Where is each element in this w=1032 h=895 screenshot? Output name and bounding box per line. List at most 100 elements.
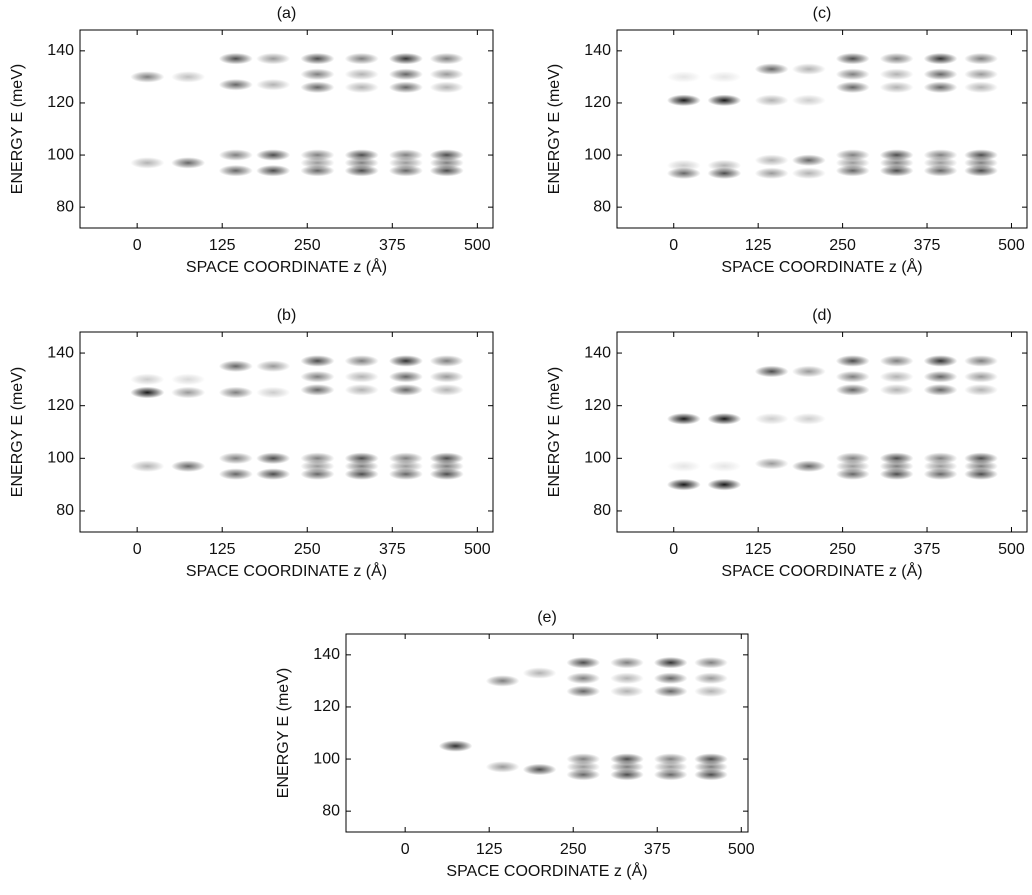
y-axis-label: ENERGY E (meV) bbox=[546, 64, 563, 194]
density-blob bbox=[835, 468, 870, 480]
density-blob bbox=[344, 384, 379, 396]
x-axis-label: SPACE COORDINATE z (Å) bbox=[186, 561, 387, 580]
y-tick-label: 120 bbox=[584, 397, 611, 414]
density-blob bbox=[694, 768, 728, 781]
density-blob bbox=[653, 685, 688, 698]
panel: 0 125 250 375 500 80 100 120 140 (e) SPACE COORDIN… bbox=[275, 609, 755, 880]
density-blob bbox=[256, 360, 291, 373]
density-blob bbox=[964, 370, 998, 383]
density-blob bbox=[666, 478, 701, 491]
x-tick-label: 250 bbox=[829, 237, 856, 254]
density-blob bbox=[388, 164, 423, 177]
panel: 0 125 250 375 500 80 100 120 140 (a) SPACE COORDIN… bbox=[9, 5, 494, 276]
density-blob bbox=[964, 468, 998, 480]
density-blob bbox=[879, 370, 914, 383]
density-blob bbox=[130, 157, 165, 169]
density-blob bbox=[218, 386, 253, 399]
plot-frame bbox=[616, 331, 1028, 533]
density-blob bbox=[610, 768, 644, 781]
density-blob bbox=[964, 52, 998, 65]
y-tick-label: 80 bbox=[593, 502, 611, 519]
density-blob bbox=[964, 355, 998, 367]
x-tick-label: 125 bbox=[209, 237, 236, 254]
density-blob bbox=[964, 384, 998, 396]
plot-area bbox=[438, 656, 728, 781]
density-blob bbox=[791, 94, 826, 107]
density-blob bbox=[754, 154, 789, 166]
density-blob bbox=[879, 164, 914, 177]
density-blob bbox=[923, 52, 958, 65]
density-blob bbox=[964, 164, 998, 177]
density-blob bbox=[300, 81, 335, 94]
x-tick-label: 0 bbox=[669, 237, 678, 254]
density-blob bbox=[256, 452, 291, 465]
density-blob bbox=[388, 468, 423, 480]
density-blob bbox=[256, 468, 291, 480]
y-tick-label: 120 bbox=[47, 397, 74, 414]
density-blob bbox=[835, 370, 870, 383]
density-blob bbox=[388, 355, 423, 367]
density-blob bbox=[835, 52, 870, 65]
y-tick-label: 140 bbox=[584, 344, 611, 361]
density-blob bbox=[566, 672, 601, 685]
y-tick-label: 100 bbox=[47, 146, 74, 163]
panel: 0 125 250 375 500 80 100 120 140 (c) SPACE COORDIN… bbox=[546, 5, 1028, 276]
x-tick-label: 500 bbox=[464, 237, 491, 254]
density-blob bbox=[923, 370, 958, 383]
density-blob bbox=[666, 460, 701, 473]
x-tick-label: 500 bbox=[998, 541, 1025, 558]
density-blob bbox=[754, 167, 789, 180]
y-tick-label: 80 bbox=[56, 502, 74, 519]
x-tick-label: 125 bbox=[209, 541, 236, 558]
density-blob bbox=[171, 71, 206, 83]
panel-title: (b) bbox=[277, 307, 297, 324]
density-blob bbox=[666, 94, 701, 107]
density-blob bbox=[218, 164, 253, 177]
density-blob bbox=[388, 370, 423, 383]
density-blob bbox=[130, 373, 165, 386]
density-blob bbox=[694, 685, 728, 698]
x-axis-label: SPACE COORDINATE z (Å) bbox=[186, 257, 387, 276]
density-blob bbox=[171, 386, 206, 399]
plot-area bbox=[666, 52, 998, 180]
density-blob bbox=[707, 478, 742, 491]
density-blob bbox=[218, 78, 253, 91]
density-blob bbox=[923, 81, 958, 94]
plot-frame bbox=[616, 29, 1028, 229]
density-blob bbox=[218, 52, 253, 65]
density-blob bbox=[835, 355, 870, 367]
x-axis-label: SPACE COORDINATE z (Å) bbox=[446, 861, 647, 880]
density-blob bbox=[344, 355, 379, 367]
density-blob bbox=[171, 373, 206, 386]
panel-title: (e) bbox=[537, 609, 557, 626]
density-blob bbox=[754, 457, 789, 470]
density-blob bbox=[300, 355, 335, 367]
x-tick-label: 0 bbox=[133, 237, 142, 254]
y-tick-label: 140 bbox=[47, 344, 74, 361]
density-blob bbox=[344, 164, 379, 177]
y-tick-label: 120 bbox=[313, 698, 340, 715]
density-blob bbox=[923, 384, 958, 396]
density-blob bbox=[666, 413, 701, 425]
density-blob bbox=[754, 63, 789, 75]
density-blob bbox=[300, 52, 335, 65]
density-blob bbox=[256, 52, 291, 65]
density-blob bbox=[879, 384, 914, 396]
density-blob bbox=[344, 81, 379, 94]
density-blob bbox=[879, 355, 914, 367]
x-axis-label: SPACE COORDINATE z (Å) bbox=[721, 257, 922, 276]
density-blob bbox=[429, 355, 464, 367]
density-blob bbox=[429, 68, 464, 81]
density-blob bbox=[429, 384, 464, 396]
density-blob bbox=[653, 672, 688, 685]
panel-title: (c) bbox=[813, 5, 832, 22]
y-tick-label: 100 bbox=[313, 750, 340, 767]
density-blob bbox=[879, 52, 914, 65]
y-tick-label: 100 bbox=[584, 146, 611, 163]
y-tick-label: 100 bbox=[47, 450, 74, 467]
x-tick-label: 375 bbox=[914, 237, 941, 254]
x-tick-label: 250 bbox=[829, 541, 856, 558]
density-blob bbox=[256, 78, 291, 91]
density-blob bbox=[707, 167, 742, 180]
density-blob bbox=[707, 460, 742, 473]
